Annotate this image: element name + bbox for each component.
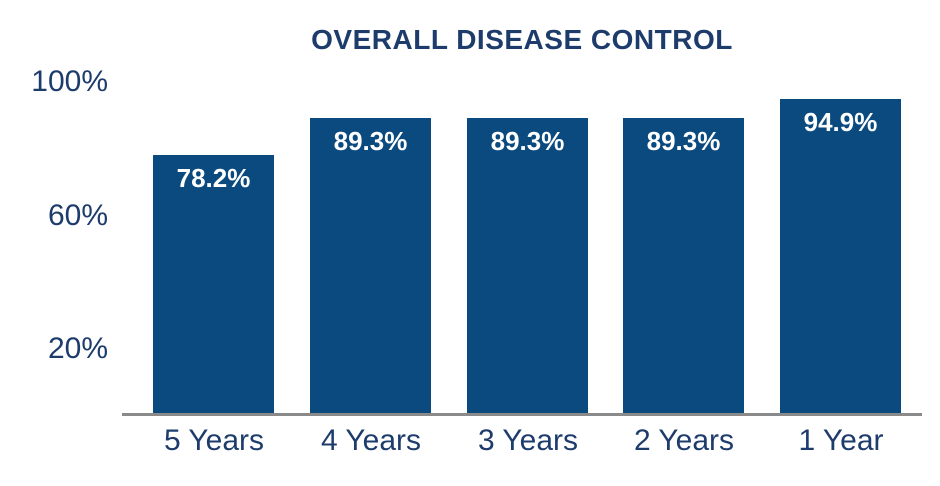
bar-value-label: 94.9% bbox=[803, 107, 878, 137]
bar-value-label: 89.3% bbox=[490, 126, 565, 156]
x-axis-label: 1 Year bbox=[798, 424, 884, 457]
bar-value-label: 78.2% bbox=[176, 163, 251, 193]
y-tick-label: 60% bbox=[47, 199, 108, 232]
bar-value-label: 89.3% bbox=[646, 126, 721, 156]
bar-3-years: 89.3% bbox=[467, 118, 588, 416]
bar-5-years: 78.2% bbox=[153, 155, 274, 416]
x-axis-label: 3 Years bbox=[477, 424, 579, 457]
bar-1-year: 94.9% bbox=[780, 99, 901, 416]
y-tick-label: 20% bbox=[47, 332, 108, 365]
bar-4-years: 89.3% bbox=[310, 118, 431, 416]
chart-title: OVERALL DISEASE CONTROL bbox=[311, 24, 733, 55]
y-tick-label: 100% bbox=[31, 65, 108, 98]
x-axis-label: 4 Years bbox=[320, 424, 422, 457]
bar-value-label: 89.3% bbox=[333, 126, 408, 156]
x-axis-label: 2 Years bbox=[633, 424, 735, 457]
x-axis-label: 5 Years bbox=[163, 424, 265, 457]
bar-2-years: 89.3% bbox=[623, 118, 744, 416]
x-axis-line bbox=[122, 413, 922, 416]
